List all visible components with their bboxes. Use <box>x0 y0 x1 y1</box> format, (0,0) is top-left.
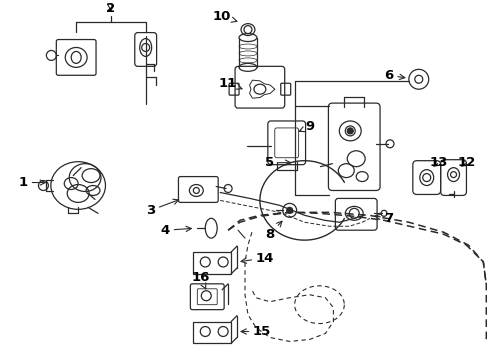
Text: 6: 6 <box>384 69 404 82</box>
Text: 11: 11 <box>219 77 242 90</box>
Text: 12: 12 <box>456 156 475 169</box>
Text: 1: 1 <box>19 176 45 189</box>
Text: 5: 5 <box>264 156 290 169</box>
Text: 3: 3 <box>146 199 178 217</box>
Text: 14: 14 <box>241 252 273 265</box>
Text: 10: 10 <box>213 10 236 23</box>
Text: 16: 16 <box>191 271 209 289</box>
Text: 4: 4 <box>161 224 191 237</box>
Text: 8: 8 <box>264 221 282 241</box>
Circle shape <box>286 207 292 213</box>
Text: 2: 2 <box>106 2 115 15</box>
Text: 13: 13 <box>428 156 447 169</box>
Text: 15: 15 <box>241 325 270 338</box>
Text: 9: 9 <box>299 121 313 134</box>
Circle shape <box>346 128 352 134</box>
Text: 7: 7 <box>374 212 393 225</box>
